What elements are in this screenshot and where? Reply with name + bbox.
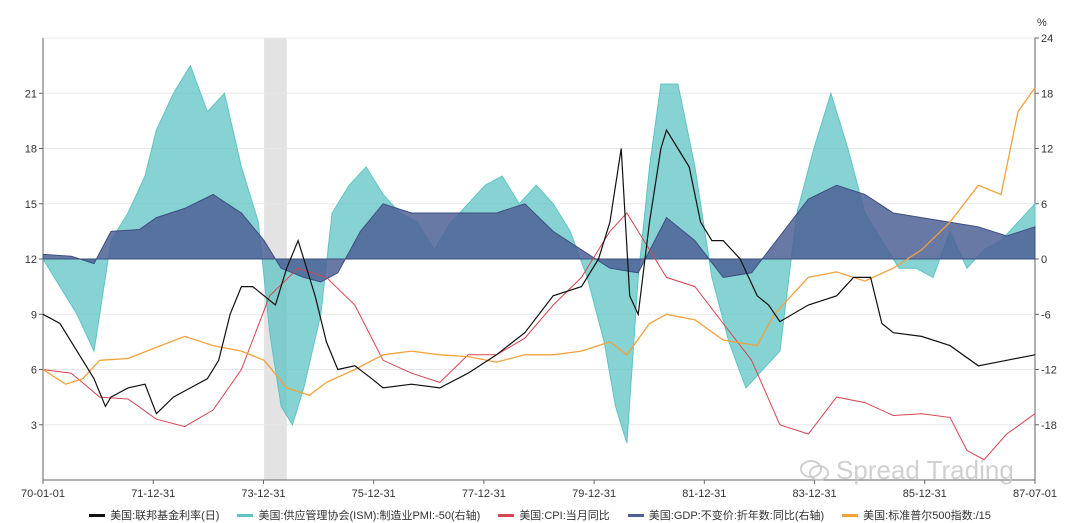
legend-swatch: [89, 513, 106, 517]
legend-swatch: [627, 513, 644, 517]
y-left-tick-label: 9: [31, 309, 37, 321]
legend-item[interactable]: 美国:标准普尔500指数:/15: [842, 507, 991, 523]
y-left-tick-label: 6: [31, 365, 37, 377]
y-left-tick-label: 18: [25, 144, 37, 156]
series-sp500-line: [42, 87, 1036, 397]
y-left-tick-label: 21: [25, 88, 37, 100]
wechat-icon: [800, 459, 829, 481]
chart: 3 6 9 12 15 18 21 -18 -12 -6 0 6 12 18 24% 70-01-01 71-1…: [21, 17, 1057, 500]
legend-swatch: [498, 513, 515, 517]
legend-item[interactable]: 美国:GDP:不变价:折年数:同比(右轴): [627, 507, 825, 523]
y-right-tick-label: 0: [1041, 254, 1047, 266]
watermark-text: Spread Trading: [836, 455, 1014, 485]
x-tick-label: 79-12-31: [572, 488, 616, 500]
x-tick-label: 75-12-31: [352, 488, 396, 500]
y-right-tick-label: -6: [1041, 309, 1051, 321]
series-fedfunds-line: [42, 128, 1036, 415]
x-tick-label: 83-12-31: [793, 488, 837, 500]
y-right-unit: %: [1037, 17, 1047, 29]
x-tick-label: 87-07-01: [1013, 488, 1057, 500]
y-right-tick-label: -12: [1041, 365, 1057, 377]
legend: 美国:联邦基金利率(日) 美国:供应管理协会(ISM):制造业PMI:-50(右…: [0, 507, 1080, 523]
x-tick-label: 70-01-01: [21, 488, 65, 500]
watermark: Spread Trading: [800, 455, 1014, 486]
y-right-tick-label: 24: [1041, 33, 1053, 45]
x-tick-label: 73-12-31: [241, 488, 285, 500]
y-left-tick-label: 12: [25, 254, 37, 266]
y-right-tick-label: 12: [1041, 144, 1053, 156]
y-right-tick-label: 6: [1041, 199, 1047, 211]
x-tick-label: 77-12-31: [462, 488, 506, 500]
y-right-tick-label: -18: [1041, 420, 1057, 432]
legend-label: 美国:GDP:不变价:折年数:同比(右轴): [648, 510, 825, 522]
legend-item[interactable]: 美国:供应管理协会(ISM):制造业PMI:-50(右轴): [237, 507, 480, 523]
series-gdp-area: [42, 184, 1036, 283]
legend-item[interactable]: 美国:联邦基金利率(日): [89, 507, 219, 523]
legend-label: 美国:供应管理协会(ISM):制造业PMI:-50(右轴): [258, 510, 481, 522]
y-left-tick-label: 15: [25, 199, 37, 211]
legend-swatch: [237, 513, 254, 517]
x-tick-label: 71-12-31: [131, 488, 175, 500]
y-right-tick-label: 18: [1041, 88, 1053, 100]
y-left-tick-label: 3: [31, 420, 37, 432]
x-tick-label: 85-12-31: [903, 488, 947, 500]
legend-swatch: [842, 513, 859, 517]
x-tick-label: 81-12-31: [682, 488, 726, 500]
legend-label: 美国:CPI:当月同比: [519, 510, 610, 522]
legend-item[interactable]: 美国:CPI:当月同比: [498, 507, 610, 523]
legend-label: 美国:联邦基金利率(日): [110, 510, 220, 522]
legend-label: 美国:标准普尔500指数:/15: [863, 510, 991, 522]
